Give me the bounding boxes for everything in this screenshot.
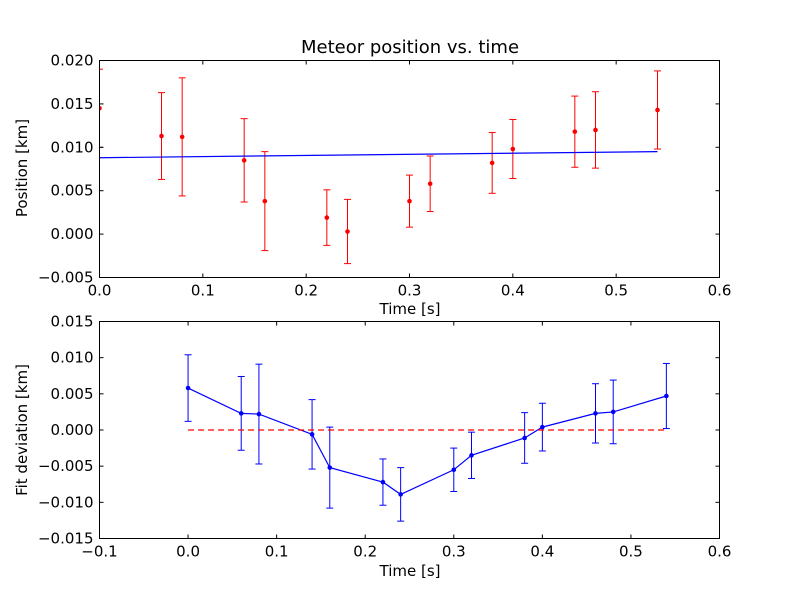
deviation-chart-marks bbox=[184, 354, 670, 522]
data-point bbox=[540, 424, 545, 430]
y-axis-label: Position [km] bbox=[13, 119, 31, 217]
data-point bbox=[451, 467, 457, 473]
x-tick-label: 0.3 bbox=[442, 543, 466, 561]
data-point bbox=[427, 181, 433, 187]
data-point bbox=[398, 492, 403, 497]
data-point bbox=[522, 435, 527, 441]
fit-line bbox=[99, 151, 658, 159]
data-point bbox=[510, 146, 516, 152]
y-tick-label: −0.005 bbox=[38, 457, 94, 475]
data-point bbox=[256, 411, 262, 417]
deviation-chart-ticks: −0.1 0.0 0.1 0.2 0.3 0.4 0.5 0.6 −0.015 −0.010 −0.… bbox=[38, 313, 731, 561]
data-point bbox=[655, 107, 660, 113]
data-point bbox=[469, 453, 474, 458]
data-point bbox=[572, 129, 578, 134]
y-tick-label: −0.005 bbox=[38, 269, 94, 287]
data-point bbox=[179, 134, 185, 140]
x-tick-label: 0.1 bbox=[265, 543, 289, 561]
x-axis-label: Time [s] bbox=[379, 300, 441, 318]
x-tick-label: 0.4 bbox=[530, 543, 554, 561]
x-axis-label: Time [s] bbox=[379, 562, 441, 580]
data-point bbox=[380, 479, 386, 485]
data-point bbox=[324, 215, 330, 220]
data-point bbox=[262, 198, 268, 204]
y-tick-label: −0.010 bbox=[38, 493, 94, 511]
y-tick-label: −0.015 bbox=[38, 530, 94, 548]
x-tick-label: 0.3 bbox=[398, 282, 422, 300]
y-axis-label: Fit deviation [km] bbox=[13, 364, 31, 496]
y-tick-label: 0.005 bbox=[51, 385, 94, 403]
x-tick-label: 0.5 bbox=[604, 282, 628, 300]
data-point bbox=[309, 432, 315, 437]
y-tick-label: 0.020 bbox=[51, 52, 94, 70]
data-point bbox=[159, 133, 164, 139]
data-point bbox=[664, 393, 669, 399]
data-point bbox=[327, 465, 333, 470]
x-tick-label: 0.5 bbox=[619, 543, 643, 561]
data-point bbox=[489, 160, 495, 166]
data-point bbox=[407, 198, 412, 204]
x-tick-label: 0.6 bbox=[708, 282, 732, 300]
x-tick-label: 0.2 bbox=[294, 282, 318, 300]
y-tick-label: 0.000 bbox=[51, 225, 94, 243]
data-point bbox=[345, 229, 350, 234]
data-point bbox=[593, 127, 598, 133]
data-point bbox=[238, 411, 244, 416]
data-point bbox=[99, 105, 102, 111]
deviation-chart: −0.1 0.0 0.1 0.2 0.3 0.4 0.5 0.6 −0.015 −0.010 −0.… bbox=[13, 313, 731, 581]
y-tick-label: 0.010 bbox=[51, 349, 94, 367]
data-point bbox=[185, 385, 191, 391]
position-chart-marks bbox=[99, 68, 661, 265]
y-tick-label: 0.010 bbox=[51, 138, 94, 156]
x-tick-label: 0.0 bbox=[88, 282, 112, 300]
x-tick-label: −0.1 bbox=[81, 543, 117, 561]
y-tick-label: 0.015 bbox=[51, 95, 94, 113]
chart-title: Meteor position vs. time bbox=[301, 37, 519, 58]
data-point bbox=[593, 411, 598, 416]
x-tick-label: 0.6 bbox=[708, 543, 732, 561]
position-chart: Meteor position vs. time 0.0 0.1 0.2 0.3 0.4… bbox=[13, 37, 731, 318]
position-chart-ticks: 0.0 0.1 0.2 0.3 0.4 0.5 0.6 −0.005 0.000 0.005 0.0… bbox=[38, 52, 731, 300]
data-point bbox=[610, 409, 616, 415]
data-point bbox=[241, 158, 247, 163]
x-tick-label: 0.4 bbox=[501, 282, 525, 300]
y-tick-label: 0.000 bbox=[51, 421, 94, 439]
x-tick-label: 0.1 bbox=[191, 282, 215, 300]
deviation-line bbox=[187, 387, 667, 496]
x-tick-label: 0.2 bbox=[353, 543, 377, 561]
x-tick-label: 0.0 bbox=[176, 543, 200, 561]
y-tick-label: 0.005 bbox=[51, 182, 94, 200]
y-tick-label: 0.015 bbox=[51, 313, 94, 331]
